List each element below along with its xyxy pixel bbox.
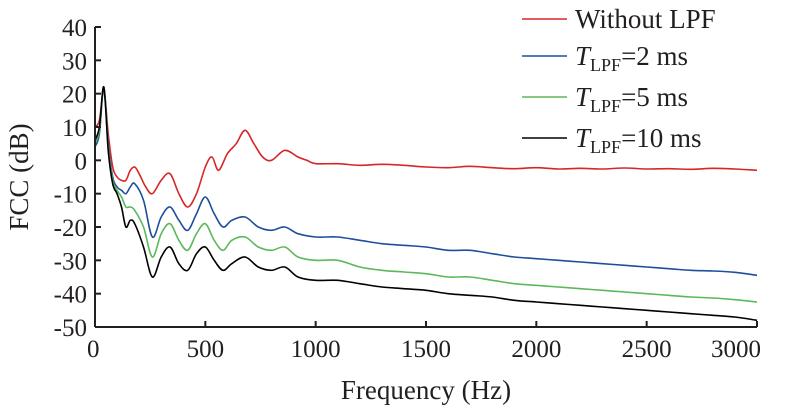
legend-label-rest: =5 ms	[621, 82, 688, 112]
legend-label-rest: =2 ms	[621, 41, 688, 71]
x-axis-label: Frequency (Hz)	[341, 375, 511, 405]
y-tick-label: -20	[54, 215, 87, 242]
x-tick-label: 0	[87, 336, 100, 363]
y-tick-label: 0	[75, 148, 88, 175]
legend-label: TLPF=5 ms	[575, 82, 688, 116]
legend-label-subscript: LPF	[590, 55, 621, 75]
y-tick-label: -10	[54, 182, 87, 209]
y-tick-label: -40	[54, 282, 87, 309]
x-tick-label: 3000	[711, 336, 761, 363]
y-tick-label: -30	[54, 248, 87, 275]
x-tick-label: 1500	[401, 336, 451, 363]
series-lines	[94, 86, 758, 322]
series-line-3	[94, 86, 758, 303]
legend-label-symbol: T	[575, 123, 592, 153]
x-ticks: 0 500 1000 1500 2000 2500 3000	[87, 321, 761, 363]
x-tick-label: 1000	[291, 336, 341, 363]
y-tick-label: 40	[62, 15, 87, 42]
legend-label-subscript: LPF	[590, 96, 621, 116]
series-line-2	[94, 86, 758, 277]
legend-label-symbol: T	[575, 41, 592, 71]
legend-label-symbol: T	[575, 82, 592, 112]
legend-label-rest: =10 ms	[621, 123, 702, 153]
legend-label: Without LPF	[575, 4, 716, 34]
y-tick-label: 20	[62, 82, 87, 109]
x-tick-label: 500	[187, 336, 225, 363]
y-tick-label: -50	[54, 315, 87, 342]
legend-label: TLPF=2 ms	[575, 41, 688, 75]
x-tick-label: 2500	[622, 336, 672, 363]
y-axis-label: FCC (dB)	[4, 123, 34, 230]
y-tick-label: 10	[62, 115, 87, 142]
legend-label-main: Without LPF	[575, 4, 716, 34]
x-tick-label: 2000	[511, 336, 561, 363]
legend-label: TLPF=10 ms	[575, 123, 702, 157]
y-tick-label: 30	[62, 48, 87, 75]
series-line-1	[94, 89, 758, 208]
y-ticks: 40 30 20 10 0 -10 -20 -30 -40 -50	[54, 15, 101, 342]
legend-label-subscript: LPF	[590, 137, 621, 157]
series-line-4	[94, 86, 758, 322]
